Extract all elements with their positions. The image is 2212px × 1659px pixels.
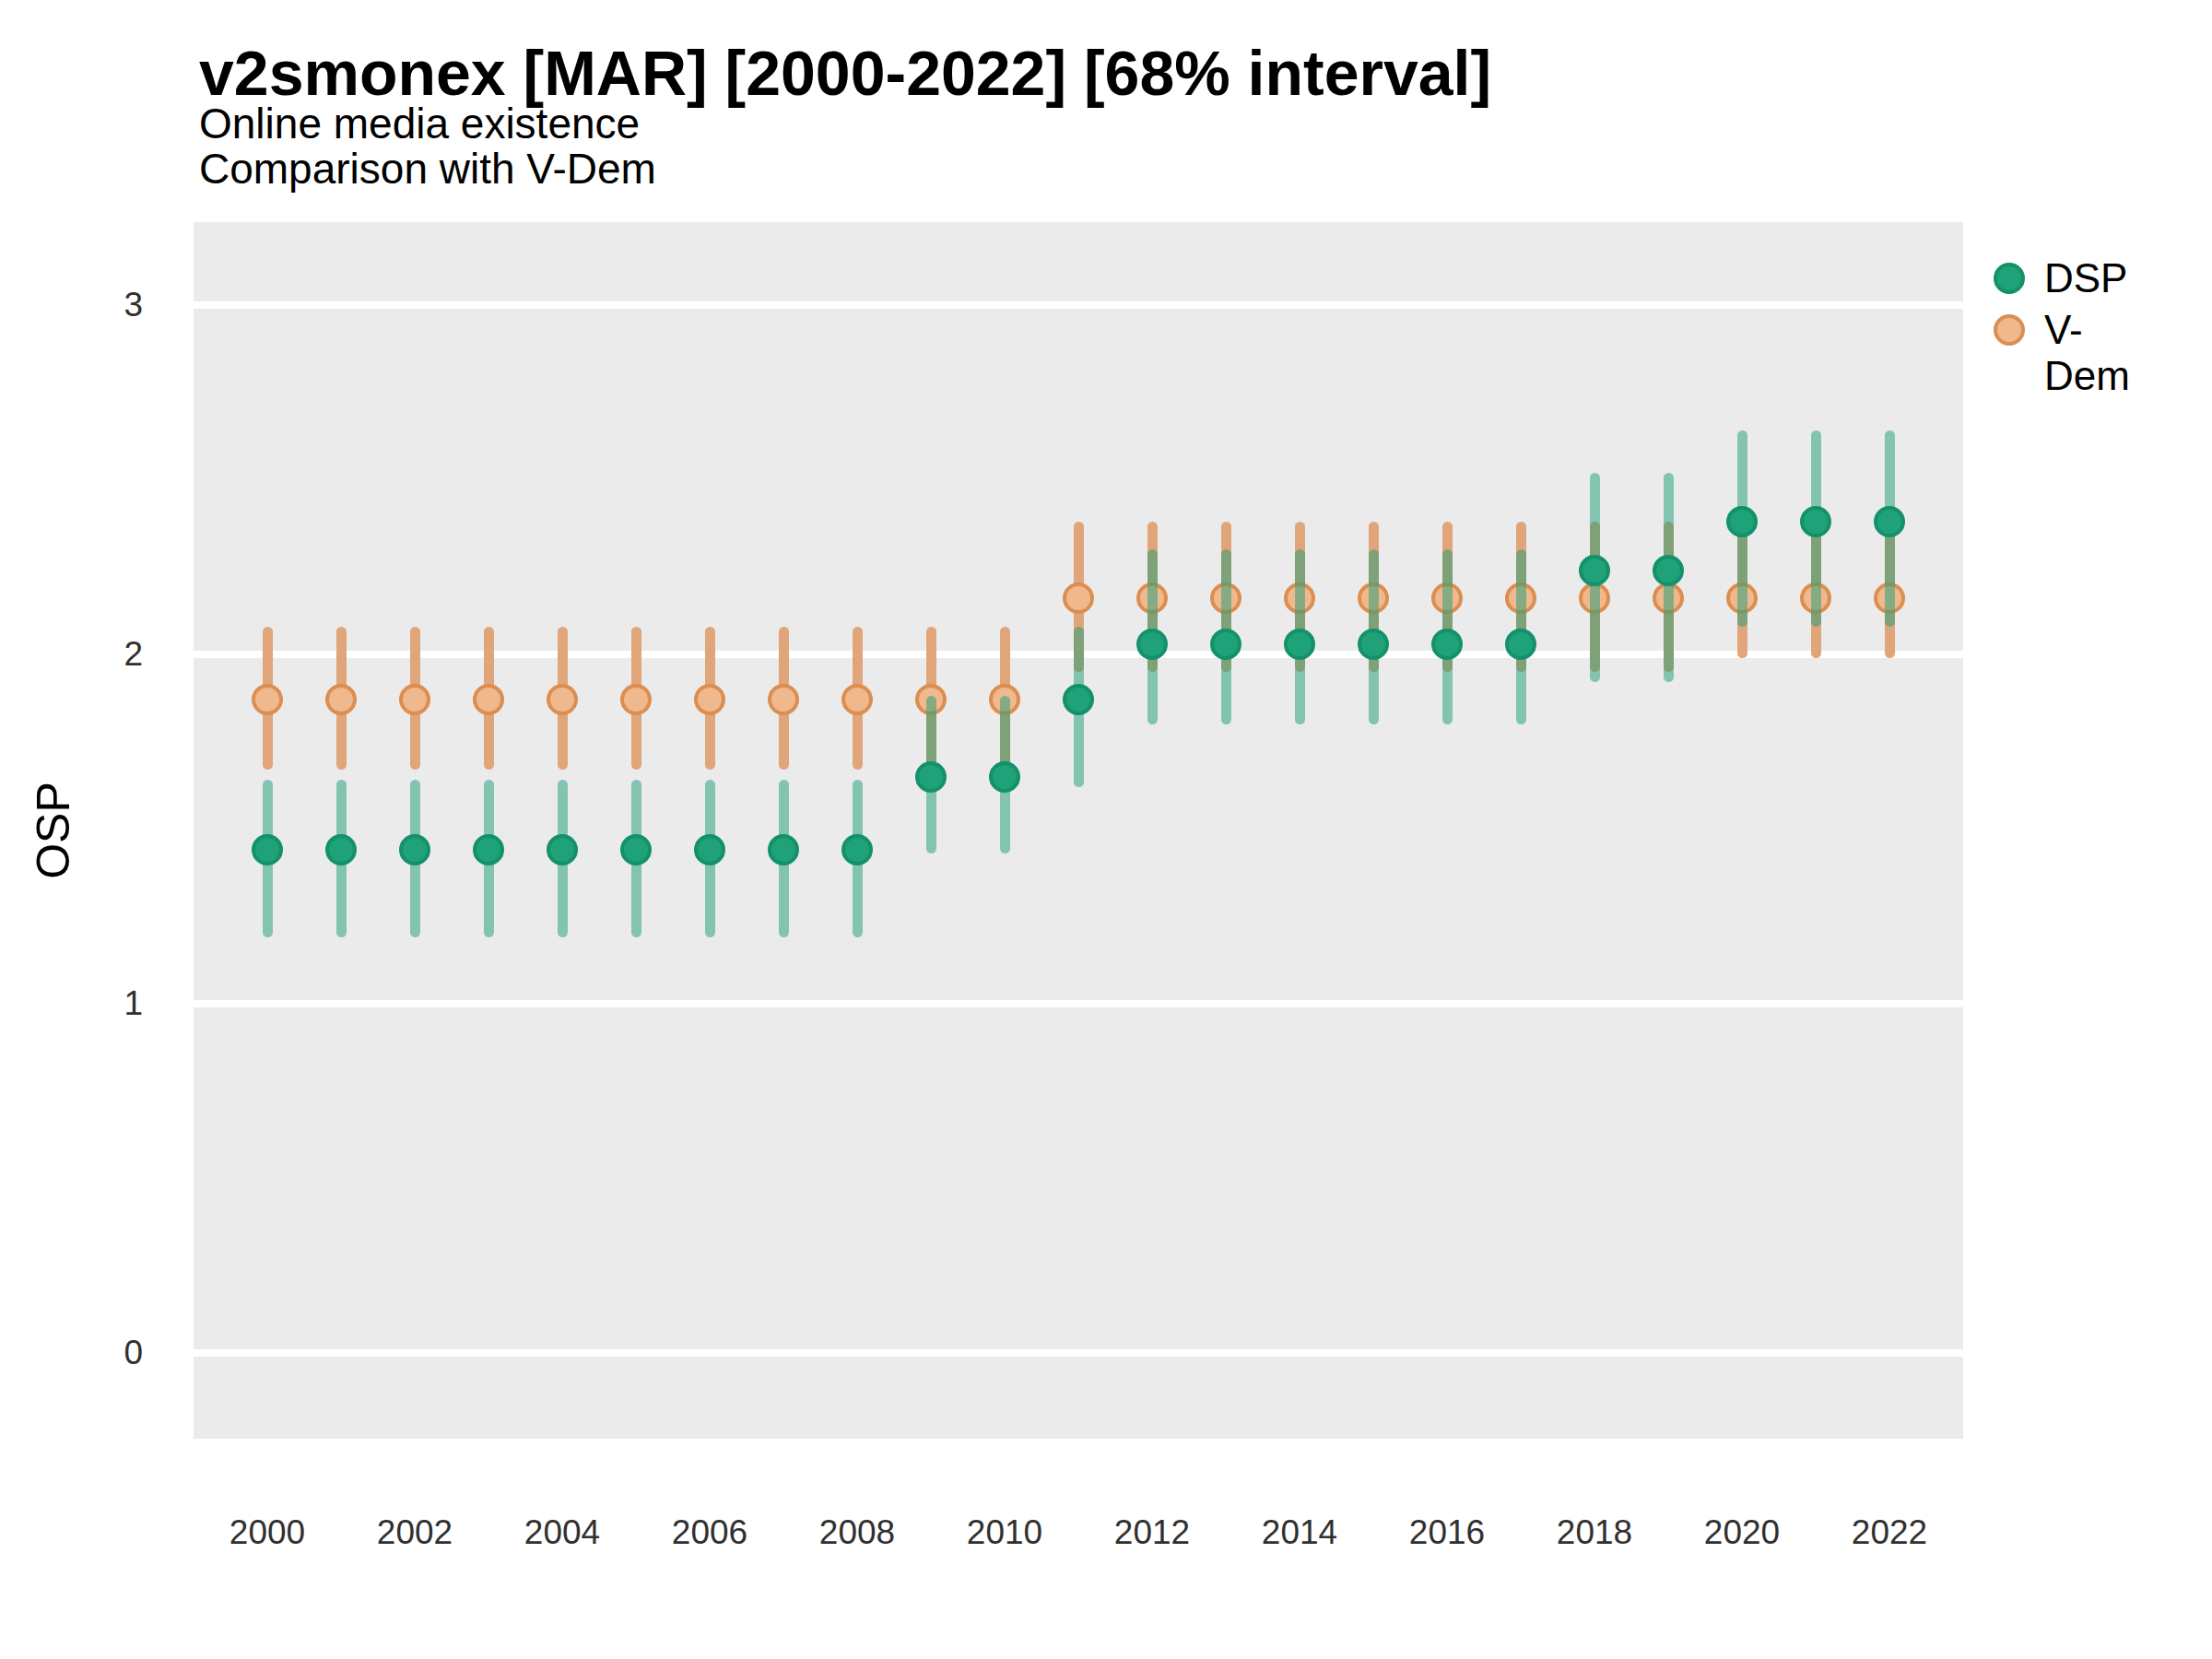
major-gridline [194,1349,1963,1357]
x-tick-label: 2022 [1811,1512,1968,1553]
x-tick-label: 2016 [1369,1512,1525,1553]
legend-swatch-dsp [1994,263,2025,294]
subtitle-line-1: Online media existence [199,101,656,147]
page-subtitle: Online media existence Comparison with V… [199,101,656,192]
x-tick-label: 2014 [1221,1512,1378,1553]
y-axis-title: OSP [27,782,80,879]
data-point-dsp [1284,629,1315,660]
data-point-dsp [1874,506,1905,537]
legend-label-vdem: V-Dem [2044,307,2130,353]
plot-panel [194,222,1963,1439]
data-point-dsp [1358,629,1389,660]
x-tick-label: 2018 [1516,1512,1673,1553]
major-gridline [194,301,1963,309]
data-point-dsp [694,834,725,865]
data-point-dsp [1653,555,1684,586]
data-point-dsp [915,761,947,793]
data-point-dsp [1210,629,1241,660]
data-point-dsp [1431,629,1463,660]
y-tick-label: 1 [51,983,143,1024]
x-tick-label: 2006 [631,1512,788,1553]
data-point-dsp [841,834,873,865]
data-point-dsp [547,834,578,865]
page-title: v2smonex [MAR] [2000-2022] [68% interval… [199,37,1491,109]
x-tick-label: 2012 [1074,1512,1230,1553]
x-tick-label: 2004 [484,1512,641,1553]
x-tick-label: 2020 [1664,1512,1820,1553]
data-point-dsp [1136,629,1168,660]
data-point-dsp [1579,555,1610,586]
subtitle-line-2: Comparison with V-Dem [199,147,656,192]
y-tick-label: 3 [51,285,143,325]
data-point-dsp [620,834,652,865]
data-point-dsp [473,834,504,865]
data-point-dsp [1726,506,1758,537]
x-tick-label: 2000 [189,1512,346,1553]
x-tick-label: 2002 [336,1512,493,1553]
data-point-dsp [989,761,1020,793]
data-point-dsp [1505,629,1536,660]
legend-swatch-vdem [1994,314,2025,346]
legend-label-dsp: DSP [2044,255,2127,301]
y-tick-label: 0 [51,1333,143,1373]
data-point-dsp [325,834,357,865]
data-point-dsp [399,834,430,865]
chart-page: { "header": { "title": "v2smonex [MAR] [… [0,0,2212,1659]
data-point-dsp [1800,506,1831,537]
data-point-dsp [252,834,283,865]
x-tick-label: 2008 [779,1512,935,1553]
major-gridline [194,1000,1963,1007]
data-point-dsp [768,834,799,865]
y-tick-label: 2 [51,634,143,675]
x-tick-label: 2010 [926,1512,1083,1553]
